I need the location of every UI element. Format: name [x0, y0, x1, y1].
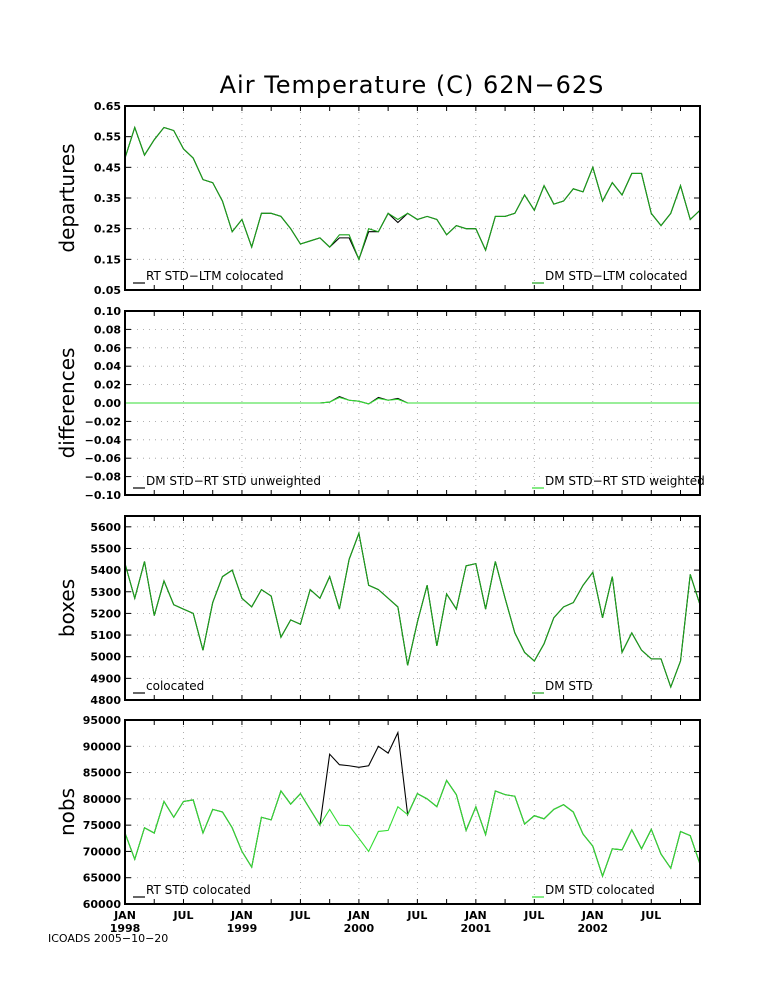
- y-tick-label: 0.10: [94, 305, 121, 318]
- panel-boxes: 4800 4900 5000 5100 5200 5300 5400 5500 5600 boxe…: [55, 515, 701, 707]
- y-tick-label: 5500: [90, 542, 121, 555]
- y-tick-label: 90000: [83, 740, 122, 753]
- footer-text: ICOADS 2005−10−20: [48, 932, 168, 945]
- y-tick-label: 5200: [90, 607, 121, 620]
- x-tick-label: JUL: [640, 909, 661, 922]
- y-tick-label: −0.10: [85, 489, 122, 502]
- x-tick-label: JUL: [406, 909, 427, 922]
- legend-label: DM STD−RT STD unweighted: [146, 474, 321, 488]
- x-tick-year-label: 1998: [110, 922, 141, 935]
- y-tick-label: 0.25: [94, 223, 121, 236]
- series-line-b: [124, 779, 701, 878]
- y-tick-label: 0.65: [94, 100, 121, 113]
- plot-frame: [124, 515, 701, 701]
- y-tick-label: 5000: [90, 651, 121, 664]
- x-tick-year-label: 2001: [461, 922, 492, 935]
- y-tick-label: 0.35: [94, 192, 121, 205]
- y-tick-label: 0.04: [94, 360, 121, 373]
- panels: 0.05 0.15 0.25 0.35 0.45 0.55 0.65 departures RT…: [55, 100, 705, 911]
- y-tick-label: 0.02: [94, 379, 121, 392]
- x-tick-label: JUL: [172, 909, 193, 922]
- legend-label: RT STD colocated: [146, 883, 251, 897]
- x-tick-year-label: 2002: [577, 922, 608, 935]
- legend-label: DM STD: [545, 679, 593, 693]
- legend-label: colocated: [146, 679, 204, 693]
- x-tick-label: JUL: [289, 909, 310, 922]
- y-tick-label: −0.06: [85, 452, 122, 465]
- y-tick-label: 80000: [83, 793, 122, 806]
- y-tick-label: 0.06: [94, 342, 121, 355]
- y-axis-label: nobs: [55, 788, 79, 836]
- y-tick-label: −0.08: [85, 471, 121, 484]
- x-tick-label: JAN: [581, 909, 604, 922]
- series-line-a: [124, 125, 701, 261]
- y-tick-label: 0.08: [94, 323, 121, 336]
- y-tick-label: 70000: [83, 845, 122, 858]
- x-tick-label: JAN: [464, 909, 487, 922]
- y-tick-label: 65000: [83, 872, 122, 885]
- y-tick-label: 0.45: [94, 161, 121, 174]
- y-tick-label: −0.02: [85, 415, 121, 428]
- x-tick-year-label: 1999: [227, 922, 258, 935]
- series-line-b: [124, 531, 701, 689]
- y-axis-label: differences: [55, 348, 79, 459]
- x-tick-label: JAN: [347, 909, 370, 922]
- y-tick-label: 5300: [90, 586, 121, 599]
- series-line-b: [124, 125, 701, 261]
- y-tick-label: 4900: [90, 672, 121, 685]
- x-tick-label: JUL: [523, 909, 544, 922]
- y-tick-label: 85000: [83, 767, 122, 780]
- y-tick-label: 0.55: [94, 131, 121, 144]
- y-tick-label: 5600: [90, 521, 121, 534]
- y-axis-label: departures: [55, 143, 79, 252]
- plot-frame: [124, 105, 701, 291]
- plot-frame: [124, 719, 701, 905]
- chart-title: Air Temperature (C) 62N−62S: [220, 71, 605, 99]
- x-tick-label: JAN: [230, 909, 253, 922]
- y-tick-label: 95000: [83, 714, 122, 727]
- y-tick-label: 0.15: [94, 253, 121, 266]
- legend-label: DM STD−LTM colocated: [545, 269, 687, 283]
- panel-departures: 0.05 0.15 0.25 0.35 0.45 0.55 0.65 departures RT…: [55, 100, 701, 297]
- y-tick-label: 4800: [90, 694, 121, 707]
- plot-frame: [124, 310, 701, 496]
- y-axis-label: boxes: [55, 579, 79, 637]
- y-tick-label: 5100: [90, 629, 121, 642]
- legend-label: RT STD−LTM colocated: [146, 269, 284, 283]
- y-tick-label: 0.05: [94, 284, 121, 297]
- panel-differences: −0.10 −0.08 −0.06 −0.04 −0.02 0.00 0.02 0.04 0.0…: [55, 305, 705, 502]
- y-tick-label: 5400: [90, 564, 121, 577]
- y-tick-label: 75000: [83, 819, 122, 832]
- series-line-b: [125, 396, 700, 405]
- legend-label: DM STD−RT STD weighted: [545, 474, 705, 488]
- y-tick-label: 60000: [83, 898, 122, 911]
- x-tick-year-label: 2000: [344, 922, 375, 935]
- panel-nobs: 60000 65000 70000 75000 80000 85000 90000 95000…: [55, 714, 701, 911]
- x-tick-label: JAN: [113, 909, 136, 922]
- legend-label: DM STD colocated: [545, 883, 655, 897]
- y-tick-label: 0.00: [94, 397, 121, 410]
- y-tick-label: −0.04: [85, 434, 122, 447]
